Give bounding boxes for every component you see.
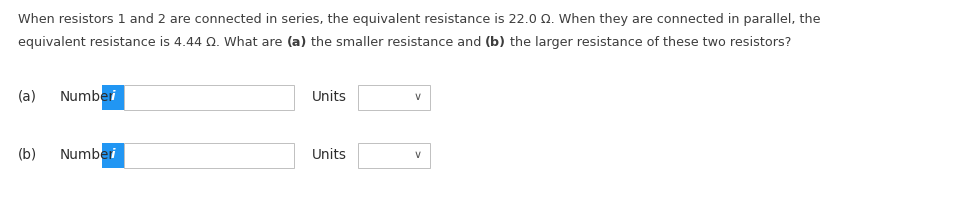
Text: Number: Number	[60, 148, 115, 162]
Text: Number: Number	[60, 90, 115, 104]
FancyBboxPatch shape	[358, 84, 430, 109]
Text: ∨: ∨	[414, 92, 422, 102]
Text: Units: Units	[312, 90, 347, 104]
Text: (b): (b)	[18, 148, 37, 162]
FancyBboxPatch shape	[358, 142, 430, 167]
Text: the larger resistance of these two resistors?: the larger resistance of these two resis…	[506, 36, 791, 49]
FancyBboxPatch shape	[102, 142, 124, 167]
FancyBboxPatch shape	[124, 84, 294, 109]
Text: (a): (a)	[18, 90, 37, 104]
Text: Units: Units	[312, 148, 347, 162]
FancyBboxPatch shape	[124, 142, 294, 167]
Text: (b): (b)	[485, 36, 506, 49]
FancyBboxPatch shape	[102, 84, 124, 109]
Text: (a): (a)	[286, 36, 307, 49]
Text: i: i	[110, 90, 115, 103]
Text: ∨: ∨	[414, 150, 422, 160]
Text: i: i	[110, 148, 115, 162]
Text: the smaller resistance and: the smaller resistance and	[307, 36, 485, 49]
Text: equivalent resistance is 4.44 Ω. What are: equivalent resistance is 4.44 Ω. What ar…	[18, 36, 286, 49]
Text: When resistors 1 and 2 are connected in series, the equivalent resistance is 22.: When resistors 1 and 2 are connected in …	[18, 13, 821, 26]
